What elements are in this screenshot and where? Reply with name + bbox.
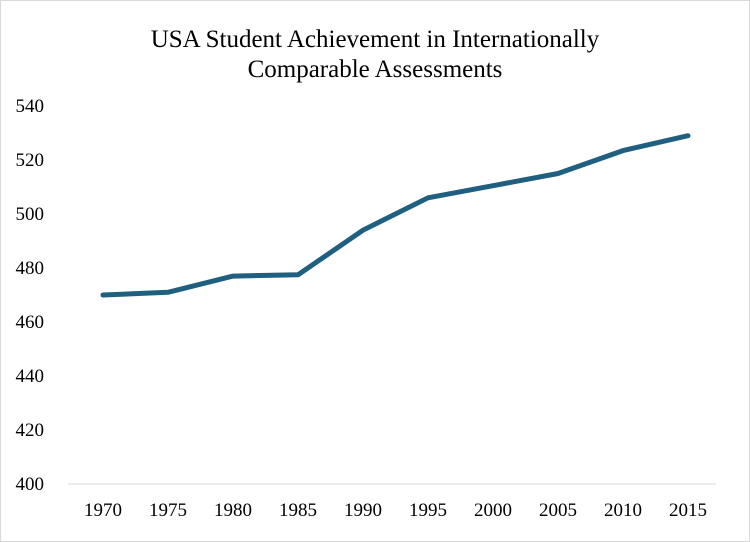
y-tick-label: 440: [16, 366, 45, 387]
x-tick-label: 1995: [409, 500, 447, 521]
x-tick-label: 1970: [84, 500, 122, 521]
y-tick-label: 400: [16, 474, 45, 495]
y-tick-label: 520: [16, 150, 45, 171]
x-tick-label: 1980: [214, 500, 252, 521]
series-line: [100, 133, 691, 298]
chart-title: USA Student Achievement in International…: [1, 25, 749, 85]
y-tick-label: 540: [16, 96, 45, 117]
chart-title-line-1: USA Student Achievement in International…: [150, 26, 600, 53]
x-tick-label: 1975: [149, 500, 187, 521]
x-tick-label: 2005: [539, 500, 577, 521]
x-tick-label: 2000: [474, 500, 512, 521]
chart-title-line-2: Comparable Assessments: [247, 56, 503, 83]
y-tick-label: 480: [16, 258, 45, 279]
y-tick-label: 500: [16, 204, 45, 225]
y-tick-label: 420: [16, 420, 45, 441]
x-tick-label: 2010: [604, 500, 642, 521]
x-tick-label: 1990: [344, 500, 382, 521]
y-tick-label: 460: [16, 312, 45, 333]
x-tick-label: 2015: [669, 500, 707, 521]
x-tick-label: 1985: [279, 500, 317, 521]
